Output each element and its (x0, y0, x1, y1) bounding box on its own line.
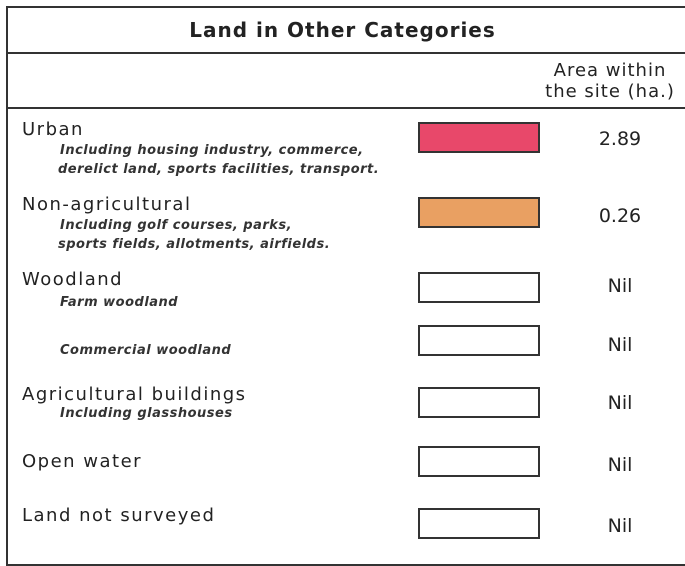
column-header: Area within (553, 60, 667, 81)
color-swatch (418, 446, 540, 477)
row-label: Open water (22, 451, 143, 472)
row-description: sports fields, allotments, airfields. (58, 237, 331, 252)
divider (6, 52, 685, 54)
color-swatch (418, 508, 540, 539)
row-label: Woodland (22, 269, 124, 290)
area-value: Nil (607, 392, 633, 414)
color-swatch (418, 122, 540, 153)
row-description: derelict land, sports facilities, transp… (58, 162, 380, 177)
color-swatch (418, 272, 540, 303)
area-value: Nil (607, 275, 633, 297)
area-value: Nil (607, 454, 633, 476)
color-swatch (418, 325, 540, 356)
row-description: Including glasshouses (60, 406, 233, 421)
row-label: Urban (22, 119, 84, 140)
color-swatch (418, 197, 540, 228)
divider (6, 107, 685, 109)
color-swatch (418, 387, 540, 418)
area-value: 0.26 (598, 205, 642, 227)
row-label: Agricultural buildings (22, 384, 247, 405)
area-value: Nil (607, 515, 633, 537)
column-header: the site (ha.) (545, 81, 675, 102)
row-label: Non-agricultural (22, 194, 192, 215)
area-value: 2.89 (598, 128, 642, 150)
page: {"title": "Land in Other Categories", "c… (6, 6, 685, 566)
area-value: Nil (607, 334, 633, 356)
row-description: Farm woodland (60, 295, 179, 310)
row-description: Including housing industry, commerce, (60, 143, 364, 158)
row-description: Commercial woodland (60, 343, 232, 358)
row-label: Land not surveyed (22, 505, 216, 526)
title: Land in Other Categories (189, 18, 496, 42)
row-description: Including golf courses, parks, (60, 218, 293, 233)
